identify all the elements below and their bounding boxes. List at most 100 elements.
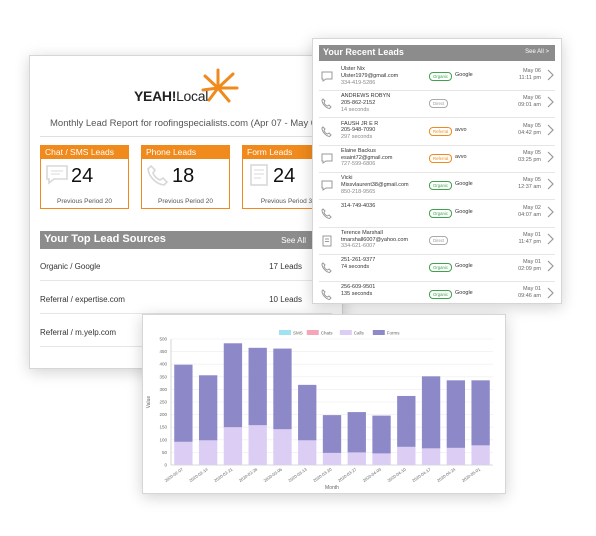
lead-row[interactable]: Elaine Backus esaint72@gmail.com 727-599-6… [319,145,555,173]
chevron-right-icon[interactable] [546,124,554,136]
bar-calls-segment[interactable] [198,440,218,465]
y-tick-label: 200 [159,412,167,417]
lead-time: 12:37 am [518,184,541,191]
bar-calls-segment[interactable] [471,445,490,465]
lead-line-2: 205-948-7090 [341,127,376,134]
lead-row[interactable]: Terence Marshall tmarshall6007@yahoo.com 3… [319,227,555,255]
legend-swatch [306,330,319,335]
phone-icon [147,164,169,186]
lead-source: avvo [455,153,467,160]
chevron-right-icon[interactable] [546,260,554,272]
lead-line-1: 256-609-9501 [341,284,376,291]
lead-info: Terence Marshall tmarshall6007@yahoo.com 3… [341,230,408,250]
lead-channel-badge: Direct [429,99,449,109]
lead-line-2: esaint72@gmail.com [341,154,393,161]
lead-info: ANDREWS ROBYN 205-862-2152 14 seconds [341,93,390,113]
lead-time: 02:09 pm [518,266,541,273]
lead-date: May 02 [522,204,541,211]
lead-source: Google [455,208,473,215]
bar-forms-segment[interactable] [446,380,466,448]
bar-forms-segment[interactable] [198,375,218,441]
chevron-right-icon[interactable] [546,178,554,190]
bar-forms-segment[interactable] [223,343,243,428]
lead-row[interactable]: 256-609-9501 135 seconds Organic Google May … [319,281,555,303]
bar-forms-segment[interactable] [372,415,391,454]
bar-forms-segment[interactable] [322,415,342,453]
source-name: Organic / Google [40,262,101,271]
legend-swatch [372,330,385,335]
source-value: 17 Leads [269,262,302,271]
bar-calls-segment[interactable] [347,452,366,465]
chevron-right-icon[interactable] [546,69,554,81]
bar-forms-segment[interactable] [421,376,441,449]
chevron-right-icon[interactable] [546,206,554,218]
form-icon [250,164,268,186]
bar-calls-segment[interactable] [372,453,391,465]
stat-previous: Previous Period 20 [158,198,213,205]
source-name: Referral / expertise.com [40,295,125,304]
chevron-right-icon[interactable] [546,233,554,245]
recent-leads-card: Your Recent Leads See All > Ulster Nix Ul… [312,38,562,304]
lead-time: 11:11 pm [518,75,541,81]
lead-row[interactable]: ANDREWS ROBYN 205-862-2152 14 seconds Direc… [319,90,555,119]
lead-info: Ulster Nix Ulster1979@gmail.com 334-419-52… [341,66,398,86]
bar-forms-segment[interactable] [174,364,193,442]
lead-datetime: May 01 09:46 am [518,286,541,300]
lead-row[interactable]: 314-749-4036 Organic Google May 02 04:07 am [319,200,555,228]
divider [40,136,332,137]
lead-row[interactable]: FAUSH JR E R 205-948-7090 297 seconds Refer… [319,118,555,146]
lead-date: May 06 [522,95,541,102]
bar-forms-segment[interactable] [298,384,317,441]
x-tick-label: 2020-04-03 [362,466,383,483]
lead-line-3: 850-218-9565 [341,188,376,195]
lead-channel-badge: Referral [429,126,453,136]
lead-datetime: May 05 12:37 am [518,177,541,191]
lead-date: May 05 [522,122,541,129]
bar-calls-segment[interactable] [174,441,193,465]
bar-forms-segment[interactable] [273,348,292,430]
y-tick-label: 50 [162,450,168,455]
bar-forms-segment[interactable] [397,395,416,447]
bar-calls-segment[interactable] [446,447,466,465]
y-tick-label: 0 [164,463,167,468]
logo-local-text: Local [176,88,209,104]
lead-line-1: FAUSH JR E R [341,120,379,127]
lead-time: 09:01 am [518,102,541,109]
lead-date: May 05 [522,177,541,184]
section-title: Your Top Lead Sources [44,233,166,245]
bar-calls-segment[interactable] [248,425,267,465]
lead-source-row[interactable]: Organic / Google 17 Leads [40,252,332,281]
bar-forms-segment[interactable] [471,380,490,446]
lead-source: avvo [455,126,467,133]
stat-previous: Previous Period 20 [57,198,112,205]
lead-datetime: May 06 09:01 am [518,95,541,109]
see-all-link[interactable]: See All > [525,49,549,55]
x-tick-label: 2020-02-21 [213,466,234,483]
bar-calls-segment[interactable] [223,427,243,465]
bar-forms-segment[interactable] [248,347,267,426]
lead-line-1: Ulster Nix [341,66,365,72]
x-tick-label: 2020-05-01 [461,466,482,483]
chevron-right-icon[interactable] [546,96,554,108]
bar-calls-segment[interactable] [397,446,416,465]
phone-leads-tile[interactable]: Phone Leads 18 Previous Period 20 [141,145,230,209]
see-all-link[interactable]: See All [281,236,306,245]
bar-calls-segment[interactable] [322,452,342,465]
lead-line-2: 74 seconds [341,263,370,270]
lead-row[interactable]: Ulster Nix Ulster1979@gmail.com 334-419-52… [319,63,555,91]
bar-calls-segment[interactable] [273,429,292,465]
bar-calls-segment[interactable] [421,448,441,465]
chat-sms-leads-tile[interactable]: Chat / SMS Leads 24 Previous Period 20 [40,145,129,209]
logo-yeah-text: YEAH! [134,88,177,104]
lead-source: Google [455,263,473,270]
bar-calls-segment[interactable] [298,440,317,465]
chevron-right-icon[interactable] [546,151,554,163]
lead-source-row[interactable]: Referral / expertise.com 10 Leads [40,285,332,314]
chevron-right-icon[interactable] [546,287,554,299]
lead-row[interactable]: 251-261-9377 74 seconds Organic Google May 0… [319,254,555,283]
lead-row[interactable]: Vicki Missvlaurent38@gmail.com 850-218-956… [319,172,555,201]
lead-info: Vicki Missvlaurent38@gmail.com 850-218-956… [341,175,409,195]
bar-forms-segment[interactable] [347,412,366,453]
top-lead-sources-header: Your Top Lead Sources See All [40,231,332,249]
lead-channel-badge: Organic [429,208,453,218]
